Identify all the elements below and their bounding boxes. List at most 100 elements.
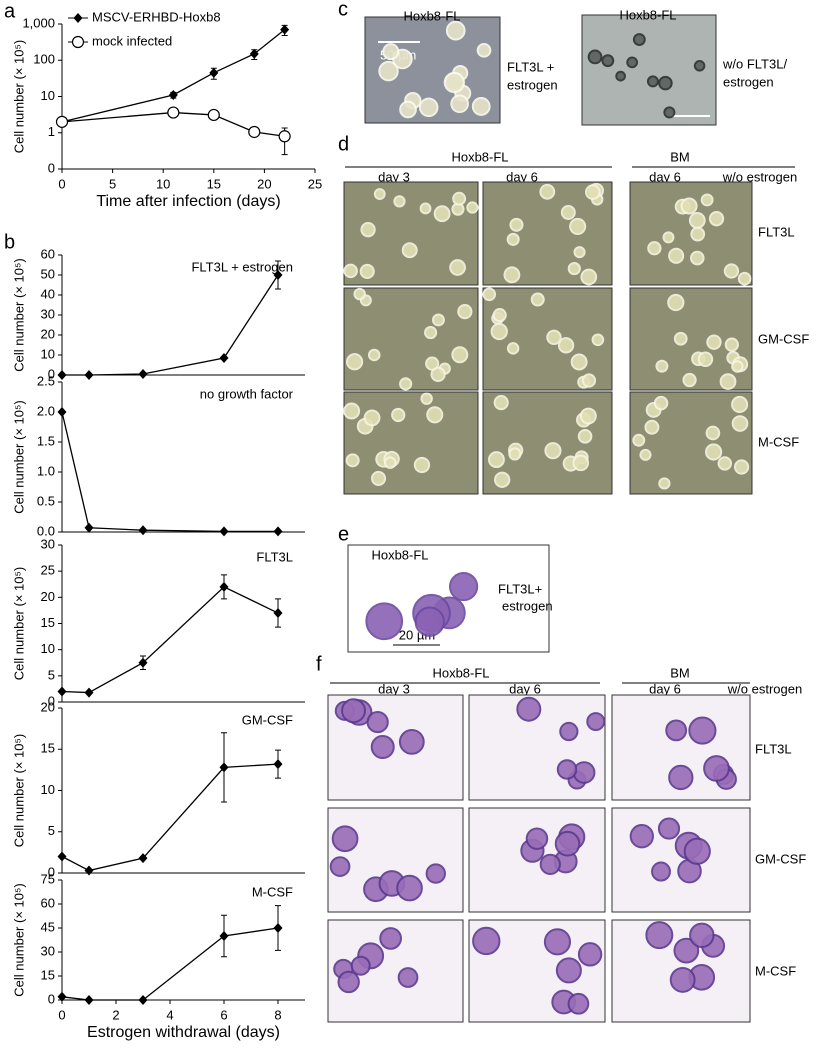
y-tick-label: 2.5 xyxy=(37,373,55,388)
condition-label: estrogen xyxy=(723,74,774,89)
cell xyxy=(525,827,549,850)
cell xyxy=(646,75,659,88)
marker xyxy=(84,687,94,698)
cell xyxy=(343,402,361,420)
cell xyxy=(530,292,545,307)
cell xyxy=(665,719,688,742)
cell xyxy=(632,33,646,46)
y-tick-label: 15 xyxy=(41,967,55,982)
y-tick-label: 20 xyxy=(41,589,55,604)
cell xyxy=(632,433,646,447)
cell xyxy=(586,712,606,732)
cell xyxy=(383,456,397,469)
marker xyxy=(73,13,83,23)
cell xyxy=(490,322,508,341)
cell xyxy=(668,247,685,264)
micrograph xyxy=(611,807,751,913)
cell xyxy=(398,729,425,755)
cell xyxy=(366,710,389,734)
x-tick-label: 15 xyxy=(207,176,221,191)
legend-label: MSCV-ERHBD-Hoxb8 xyxy=(92,9,221,24)
cell xyxy=(443,71,465,94)
cell xyxy=(733,459,750,475)
series-line xyxy=(61,411,278,533)
y-tick-label: 10 xyxy=(41,88,55,103)
panel-letter: b xyxy=(4,231,15,253)
y-axis-label: Cell number (× 10⁵) xyxy=(11,400,26,513)
cell xyxy=(509,217,524,232)
micrograph xyxy=(482,287,613,391)
y-tick-label: 1 xyxy=(48,124,55,139)
cell xyxy=(651,861,671,882)
row-label: FLT3L xyxy=(755,741,792,756)
y-tick-label: 100 xyxy=(33,52,55,67)
cell xyxy=(683,837,711,865)
y-tick-label: 2.0 xyxy=(37,403,55,418)
cell xyxy=(450,94,469,114)
cell xyxy=(645,921,674,950)
cell xyxy=(359,263,375,279)
y-tick-label: 0 xyxy=(48,864,55,879)
y-tick-label: 1.5 xyxy=(37,433,55,448)
cell xyxy=(560,204,576,220)
cell xyxy=(414,606,445,637)
cell xyxy=(370,735,395,760)
cell xyxy=(413,456,431,474)
cell xyxy=(433,205,451,223)
y-tick-label: 30 xyxy=(41,306,55,321)
marker xyxy=(280,24,290,35)
y-tick-label: 0.5 xyxy=(37,493,55,508)
y-tick-label: 5 xyxy=(48,667,55,682)
cell xyxy=(717,456,732,471)
cell xyxy=(396,874,423,902)
cell xyxy=(579,407,597,425)
cell xyxy=(448,571,479,602)
marker xyxy=(167,106,180,119)
cell xyxy=(669,966,696,993)
cell xyxy=(662,231,675,244)
marker xyxy=(57,370,67,380)
cell xyxy=(426,406,444,424)
cell xyxy=(482,287,497,302)
y-axis-label: Cell number (× 10⁵) xyxy=(11,883,26,996)
y-tick-label: 20 xyxy=(41,699,55,714)
cell xyxy=(591,333,605,347)
column-label: day 3 xyxy=(378,681,410,696)
cell xyxy=(673,331,688,346)
marker xyxy=(84,995,94,1005)
marker xyxy=(55,115,69,128)
cell xyxy=(424,326,438,340)
cell xyxy=(601,54,615,68)
cell xyxy=(367,348,381,362)
marker xyxy=(219,581,229,592)
series-line xyxy=(61,586,279,694)
cell xyxy=(378,60,399,82)
annotation: no growth factor xyxy=(200,386,294,401)
cell xyxy=(393,195,406,208)
marker xyxy=(209,67,219,78)
x-axis-label: Time after infection (days) xyxy=(96,193,280,210)
cell xyxy=(708,211,725,227)
cell xyxy=(706,334,722,350)
cell xyxy=(508,447,522,461)
marker xyxy=(138,853,148,864)
y-tick-label: 15 xyxy=(41,615,55,630)
y-tick-label: 1.0 xyxy=(37,463,55,478)
cell xyxy=(488,451,505,469)
marker xyxy=(273,608,283,619)
cell xyxy=(382,43,400,61)
cell xyxy=(341,698,366,724)
y-axis-label: Cell number (× 10⁵) xyxy=(11,567,26,680)
cell xyxy=(331,825,359,853)
legend-label: mock infected xyxy=(92,33,172,48)
condition-label: estrogen xyxy=(502,598,553,613)
y-tick-label: 20 xyxy=(41,326,55,341)
y-axis-label: Cell number (× 10⁵) xyxy=(11,734,26,847)
cell xyxy=(420,392,433,405)
cell xyxy=(731,360,744,373)
y-tick-label: 0 xyxy=(48,693,55,708)
y-tick-label: 10 xyxy=(41,641,55,656)
cell xyxy=(399,100,417,119)
row-label: GM-CSF xyxy=(755,851,806,866)
cell xyxy=(329,856,351,877)
